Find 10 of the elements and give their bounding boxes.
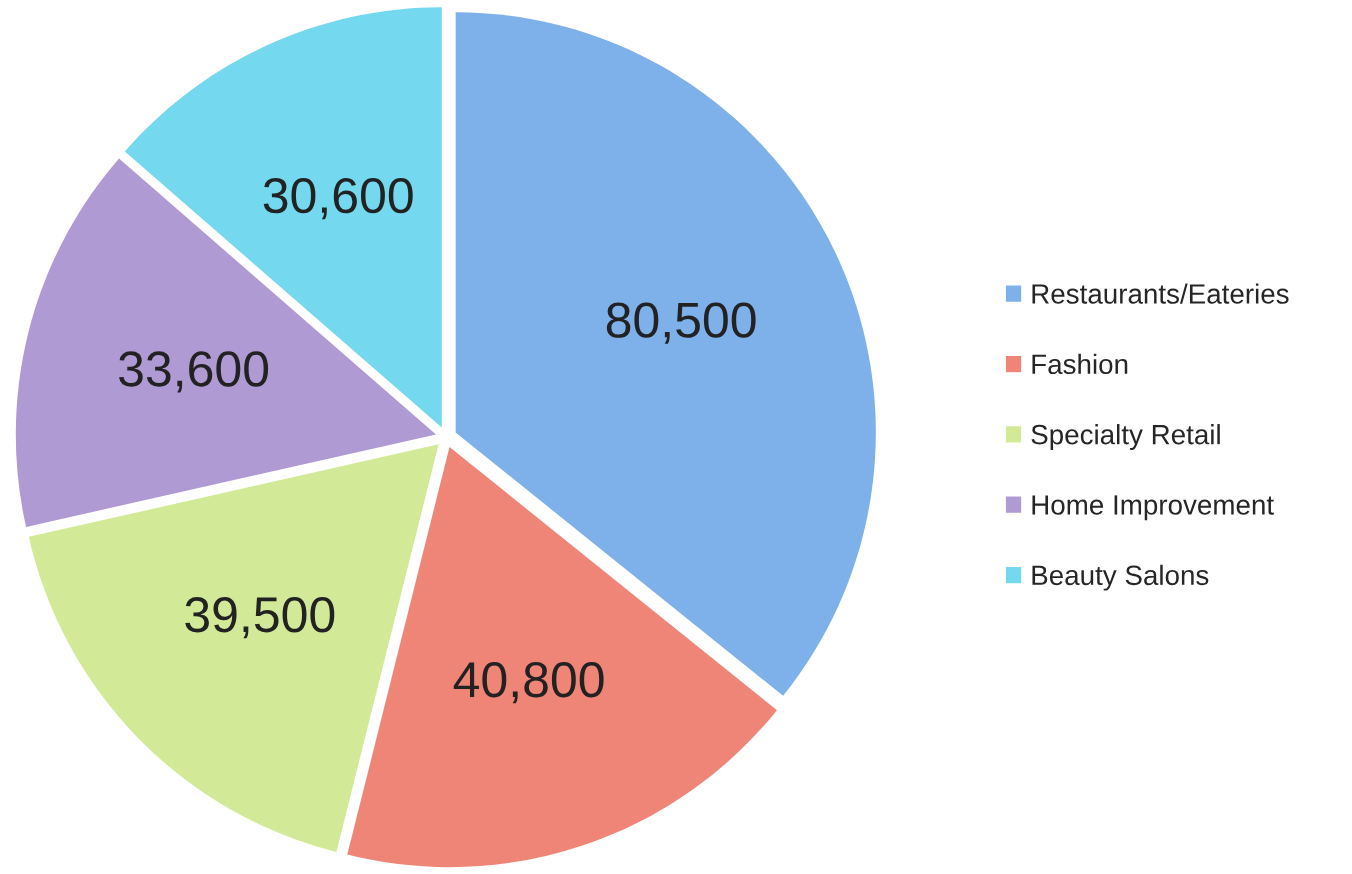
legend-label: Specialty Retail xyxy=(1031,424,1220,450)
legend-label: Beauty Salons xyxy=(1032,564,1209,591)
data-label: 39,500 xyxy=(185,597,335,639)
legend-label: Restaurants/Eateries xyxy=(1032,283,1289,304)
data-label: 40,800 xyxy=(453,661,604,704)
data-label: 80,500 xyxy=(606,302,756,344)
legend-label: Home Improvement xyxy=(1032,495,1274,521)
data-label: 33,600 xyxy=(119,351,269,393)
data-label: 30,600 xyxy=(263,177,413,220)
legend-label: Fashion xyxy=(1032,353,1128,375)
